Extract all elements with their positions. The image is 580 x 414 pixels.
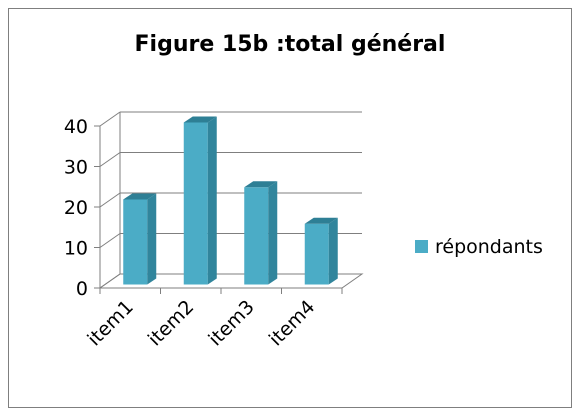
x-tick-label: item4 [265,296,319,350]
chart-frame [8,8,572,408]
bar-side [207,116,217,285]
bar-front [123,199,148,285]
bar-side [268,181,278,285]
bar-side [147,193,157,285]
y-tick-label: 40 [64,116,88,138]
y-tick-label: 30 [64,157,88,179]
bar-top [183,116,217,123]
bar-top [123,193,157,200]
bars [123,116,338,285]
legend-label: répondants [435,236,543,258]
bar-front [183,122,208,285]
gridline-connector [99,152,121,167]
bar-side [328,217,338,285]
bar [123,193,157,285]
gridline-connector [99,111,121,127]
chart-floor [98,273,364,289]
x-tick-label: item2 [144,296,198,350]
x-axis: item1 item2 item3 item4 [83,288,343,350]
bar-top [304,217,338,224]
bar [304,217,338,285]
bar [244,181,278,285]
bar-front [244,187,269,285]
y-axis: 0 10 20 30 40 [64,116,101,300]
gridline-connector [99,233,121,248]
bar [183,116,217,285]
y-tick-label: 20 [64,197,88,219]
chart-title: Figure 15b :total général [134,32,446,57]
x-tick-label: item1 [83,296,137,350]
x-tick-label: item3 [204,296,258,350]
legend: répondants [415,236,543,258]
bar-front [304,223,329,285]
bar-top [244,181,278,188]
y-tick-label: 0 [76,278,88,300]
y-tick-label: 10 [64,238,88,260]
legend-swatch [415,240,428,253]
gridline-connector [99,192,121,208]
